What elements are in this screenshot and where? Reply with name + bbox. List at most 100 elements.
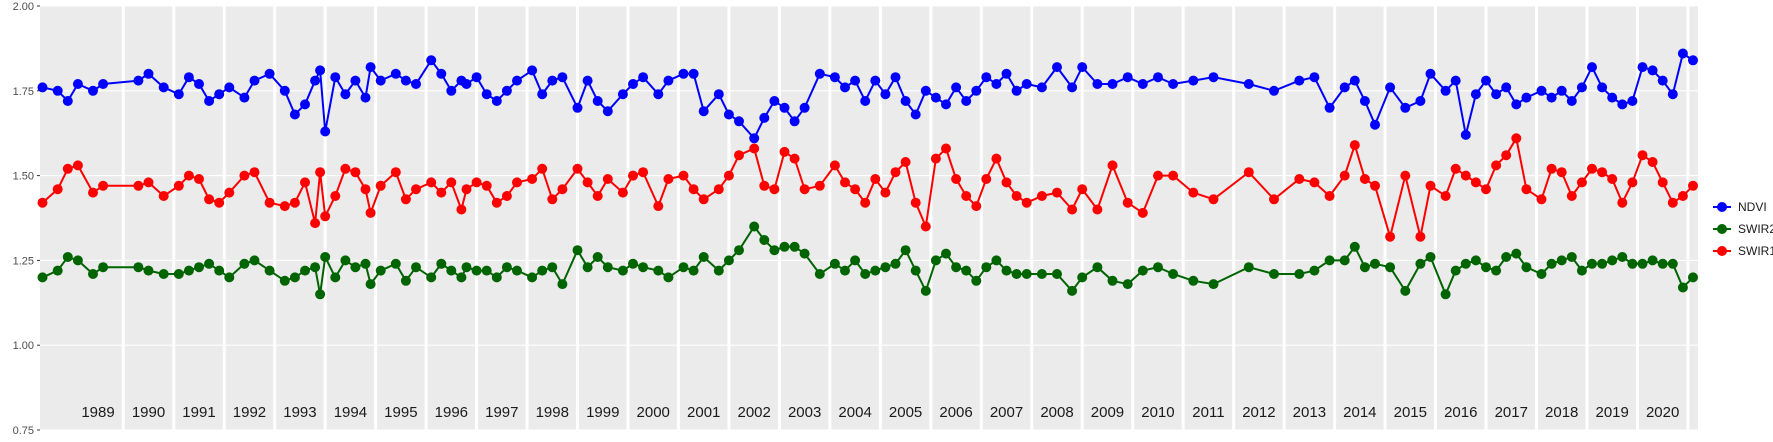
data-point [173, 180, 184, 191]
data-point [300, 177, 310, 188]
data-point [1011, 85, 1022, 96]
data-point [582, 75, 593, 86]
data-point [204, 258, 215, 269]
data-point [617, 89, 628, 100]
data-point [224, 187, 235, 198]
year-label: 1991 [182, 404, 215, 421]
data-point [426, 55, 437, 66]
data-point [1036, 269, 1047, 279]
data-point [426, 177, 437, 188]
data-point [1370, 180, 1380, 191]
year-label: 1999 [586, 404, 619, 421]
data-point [527, 272, 538, 283]
data-point [340, 163, 351, 174]
data-point [214, 265, 225, 276]
data-point [1597, 82, 1608, 93]
data-point [1450, 163, 1461, 174]
data-point [512, 265, 522, 276]
data-point [814, 269, 825, 279]
data-point [456, 272, 467, 283]
data-point [592, 191, 603, 201]
data-point [1188, 75, 1199, 86]
data-point [840, 177, 850, 188]
data-point [1153, 72, 1163, 83]
data-point [1440, 191, 1451, 201]
data-point [1460, 170, 1471, 181]
data-point [1546, 163, 1557, 174]
data-point [330, 72, 341, 83]
data-point [678, 68, 689, 79]
data-point [663, 174, 674, 184]
data-point [143, 177, 154, 188]
data-point [688, 184, 699, 195]
data-point [1536, 269, 1547, 279]
data-point [310, 218, 321, 229]
data-point [1597, 167, 1608, 178]
legend-key-point [1717, 224, 1727, 234]
data-point [1587, 258, 1597, 269]
data-point [365, 279, 376, 290]
data-point [310, 262, 321, 273]
data-point [1001, 177, 1012, 188]
data-point [1168, 269, 1179, 279]
data-point [360, 258, 371, 269]
data-point [1688, 180, 1698, 191]
data-point [330, 272, 341, 283]
data-point [1208, 279, 1219, 290]
data-point [1067, 285, 1078, 296]
year-labels: 1989 1990 1991 1992 1993 1994 1995 1996 1997 1998… [81, 404, 1679, 421]
data-point [572, 245, 583, 256]
data-point [617, 187, 628, 198]
data-point [1460, 129, 1471, 140]
data-point [330, 191, 341, 201]
data-point [1501, 150, 1512, 161]
y-tick-label: 1.50 [13, 171, 34, 183]
data-point [249, 255, 260, 266]
data-point [1400, 170, 1411, 181]
data-point [572, 163, 583, 174]
data-point [1339, 82, 1350, 93]
data-point [1556, 85, 1567, 96]
y-tick-label: 1.00 [13, 340, 34, 352]
data-point [1021, 79, 1032, 89]
data-point [723, 255, 734, 266]
data-point [759, 180, 770, 191]
data-point [471, 177, 482, 188]
data-point [1188, 275, 1199, 286]
data-point [1491, 160, 1502, 171]
data-point [951, 174, 962, 184]
data-point [194, 262, 204, 273]
data-point [88, 85, 98, 96]
data-point [981, 174, 992, 184]
data-point [920, 221, 931, 232]
data-point [1657, 258, 1668, 269]
data-point [1052, 269, 1062, 279]
data-point [1415, 231, 1426, 242]
data-point [961, 265, 972, 276]
data-point [52, 85, 63, 96]
data-point [279, 201, 290, 212]
data-point [991, 255, 1002, 266]
data-point [1269, 85, 1279, 96]
data-point [1001, 68, 1012, 79]
data-point [1077, 272, 1088, 283]
data-point [537, 265, 548, 276]
data-point [143, 265, 154, 276]
series-layer [37, 48, 1698, 300]
data-point [602, 174, 613, 184]
data-point [653, 265, 664, 276]
data-point [1400, 285, 1411, 296]
year-strip-separators [121, 6, 1690, 430]
data-point [88, 187, 98, 198]
data-point [279, 85, 290, 96]
data-point [1556, 255, 1567, 266]
data-point [194, 79, 204, 89]
data-point [37, 197, 48, 208]
year-label: 2004 [838, 404, 871, 421]
data-point [491, 272, 502, 283]
data-point [62, 96, 73, 106]
data-point [1657, 177, 1668, 188]
data-point [557, 72, 568, 83]
data-point [749, 221, 760, 232]
data-point [1359, 262, 1370, 273]
